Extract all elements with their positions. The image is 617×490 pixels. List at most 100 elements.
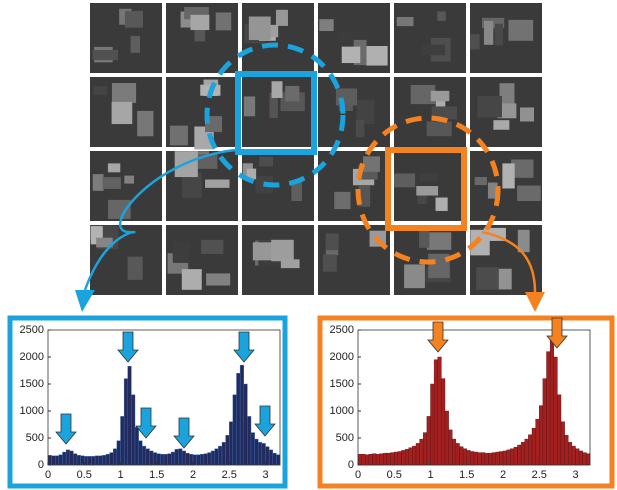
- bar: [470, 452, 474, 466]
- bar: [273, 453, 277, 465]
- building: [93, 174, 104, 191]
- bar: [409, 448, 413, 465]
- bar: [492, 453, 496, 465]
- bar: [394, 452, 398, 465]
- building: [173, 241, 190, 263]
- building: [419, 228, 429, 247]
- building: [416, 186, 438, 196]
- x-tick-label: 3: [262, 469, 268, 481]
- bar: [269, 450, 273, 465]
- building: [94, 86, 107, 95]
- bar: [258, 442, 262, 465]
- y-tick-label: 0: [38, 459, 44, 471]
- building: [427, 121, 452, 136]
- bar: [586, 454, 590, 465]
- building: [276, 10, 288, 26]
- building: [206, 273, 230, 285]
- building: [112, 102, 133, 124]
- bar: [77, 455, 81, 465]
- bar: [510, 449, 514, 465]
- bar: [365, 455, 369, 465]
- bar: [131, 395, 135, 465]
- bar: [95, 456, 99, 465]
- building: [205, 180, 229, 188]
- bar: [572, 446, 576, 465]
- bar: [215, 449, 219, 465]
- bar: [171, 452, 175, 465]
- bar: [456, 443, 460, 465]
- building: [182, 269, 202, 290]
- bar: [55, 456, 59, 465]
- bar: [237, 373, 241, 465]
- bar: [438, 357, 442, 465]
- bar: [496, 452, 500, 465]
- bar: [266, 447, 270, 465]
- bar: [128, 366, 132, 465]
- bar: [88, 456, 92, 465]
- building: [422, 45, 445, 56]
- building: [108, 163, 120, 172]
- x-tick-label: 0.5: [387, 469, 402, 481]
- x-tick-label: 1: [427, 469, 433, 481]
- peak-arrow: [56, 414, 76, 444]
- bar: [179, 449, 183, 465]
- bar: [160, 454, 164, 465]
- building: [397, 17, 414, 26]
- building: [125, 11, 143, 28]
- bar: [420, 439, 424, 465]
- building: [285, 86, 299, 102]
- x-tick-label: 2: [190, 469, 196, 481]
- bar: [391, 453, 395, 465]
- bar: [405, 449, 409, 465]
- bar: [565, 435, 569, 465]
- bar: [229, 422, 233, 465]
- bar: [380, 454, 384, 465]
- building: [323, 254, 337, 271]
- bar: [208, 453, 212, 465]
- x-tick-label: 0: [355, 469, 361, 481]
- bar: [121, 416, 125, 465]
- bar: [499, 452, 503, 466]
- bar: [222, 442, 226, 465]
- building: [366, 46, 387, 66]
- building: [493, 120, 509, 130]
- bar: [146, 449, 150, 465]
- building: [326, 233, 339, 250]
- bar: [150, 451, 154, 465]
- peak-arrow: [428, 322, 448, 352]
- bar: [226, 435, 230, 465]
- bar: [175, 449, 179, 465]
- x-tick-label: 2.5: [532, 469, 547, 481]
- y-tick-label: 1000: [330, 405, 354, 417]
- building: [216, 12, 232, 30]
- y-tick-label: 2500: [20, 324, 44, 336]
- bar: [189, 454, 193, 465]
- bar: [211, 451, 215, 465]
- bar: [362, 454, 366, 465]
- bar: [113, 449, 117, 465]
- y-tick-label: 2000: [20, 351, 44, 363]
- bar: [124, 379, 128, 465]
- building: [502, 163, 514, 188]
- building: [124, 176, 134, 184]
- bar: [92, 456, 96, 465]
- bar: [358, 454, 362, 465]
- bar: [554, 357, 558, 465]
- bar: [452, 439, 456, 465]
- bar: [99, 456, 103, 465]
- building: [508, 20, 533, 41]
- bar: [240, 365, 244, 465]
- building: [93, 50, 118, 60]
- building: [281, 259, 300, 268]
- building: [470, 34, 480, 49]
- bar: [157, 454, 161, 465]
- bar: [247, 416, 251, 465]
- bar: [561, 422, 565, 465]
- x-tick-label: 3: [572, 469, 578, 481]
- building: [420, 173, 438, 181]
- bar: [48, 455, 52, 465]
- bar: [52, 456, 56, 465]
- bar: [218, 446, 222, 465]
- bar: [474, 452, 478, 465]
- bar: [547, 352, 551, 465]
